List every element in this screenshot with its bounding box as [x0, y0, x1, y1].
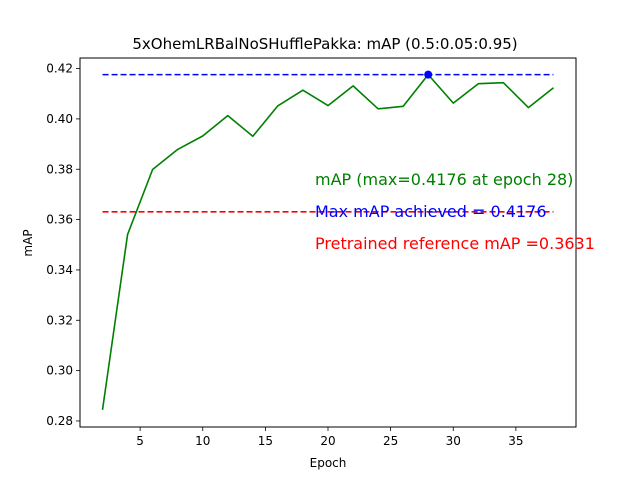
x-tick-label: 20 [320, 434, 335, 448]
max-point-marker [424, 70, 433, 79]
annotation-max-achieved: Max mAP achieved = 0.4176 [315, 202, 547, 221]
series-line-0 [101, 73, 554, 411]
chart-title: 5xOhemLRBalNoSHufflePakka: mAP (0.5:0.05… [132, 35, 517, 53]
x-axis: 5 10 15 20 25 30 35 [136, 427, 524, 448]
y-tick-label: 0.28 [46, 414, 73, 428]
x-tick-label: 25 [383, 434, 398, 448]
x-tick-label: 10 [195, 434, 210, 448]
y-tick-label: 0.38 [46, 162, 73, 176]
x-tick-label: 30 [446, 434, 461, 448]
y-tick-label: 0.32 [46, 313, 73, 327]
x-tick-label: 15 [258, 434, 273, 448]
y-tick-label: 0.42 [46, 62, 73, 76]
y-axis: 0.28 0.30 0.32 0.34 0.36 0.38 0.40 0.42 [46, 62, 80, 428]
y-tick-label: 0.30 [46, 364, 73, 378]
y-tick-label: 0.40 [46, 112, 73, 126]
y-tick-label: 0.36 [46, 213, 73, 227]
y-axis-label: mAP [21, 229, 35, 256]
x-tick-label: 35 [508, 434, 523, 448]
x-tick-label: 5 [136, 434, 144, 448]
plot-area [101, 70, 554, 411]
annotation-max-epoch: mAP (max=0.4176 at epoch 28) [315, 170, 573, 189]
y-tick-label: 0.34 [46, 263, 73, 277]
x-axis-label: Epoch [310, 456, 347, 470]
annotation-pretrained-reference: Pretrained reference mAP =0.3631 [315, 234, 595, 253]
